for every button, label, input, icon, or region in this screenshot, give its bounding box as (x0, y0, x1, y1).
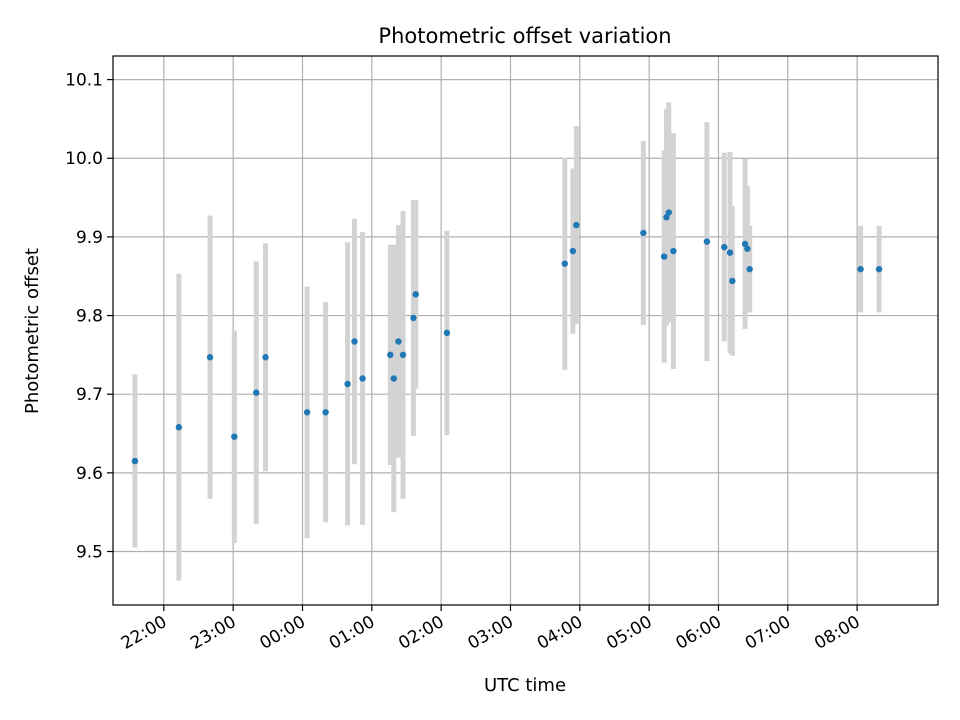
data-point (206, 354, 214, 361)
y-tick-label: 9.5 (76, 543, 103, 563)
y-tick-label: 9.8 (76, 307, 103, 327)
data-point (703, 238, 711, 245)
y-tick-label: 9.9 (76, 228, 103, 248)
x-axis: 22:00 23:00 00:00 01:00 02:00 03:00 04:00 05:00… (118, 605, 864, 654)
x-tick-label: 04:00 (534, 612, 586, 654)
x-tick-label: 01:00 (326, 612, 378, 654)
data-point (131, 457, 139, 465)
data-point (729, 277, 736, 285)
y-tick-label: 10.0 (65, 149, 103, 169)
data-point (443, 329, 451, 337)
y-axis-label: Photometric offset (22, 248, 43, 414)
x-axis-label: UTC time (484, 675, 566, 696)
x-tick-label: 22:00 (118, 612, 170, 654)
x-tick-label: 08:00 (811, 612, 863, 654)
data-point (387, 351, 394, 359)
y-tick-label: 9.7 (76, 385, 103, 405)
x-tick-label: 00:00 (257, 612, 309, 654)
x-tick-label: 05:00 (603, 612, 655, 654)
data-point (253, 389, 260, 396)
data-point (875, 265, 883, 273)
plot-frame (112, 55, 939, 606)
data-point (412, 291, 419, 298)
y-axis: 9.5 9.6 9.7 9.8 9.9 10.0 10.1 (65, 71, 113, 563)
data-point (857, 265, 864, 273)
x-tick-label: 03:00 (465, 612, 517, 654)
x-tick-label: 06:00 (673, 612, 725, 654)
data-point (303, 409, 311, 416)
y-tick-label: 10.1 (65, 71, 103, 91)
data-point (410, 314, 417, 322)
x-tick-label: 02:00 (395, 612, 447, 654)
data-point (573, 221, 580, 229)
data-point (670, 247, 677, 255)
x-tick-label: 23:00 (187, 612, 239, 654)
data-point (744, 245, 751, 252)
grid (113, 56, 938, 605)
data-point (726, 249, 734, 256)
data-point (746, 265, 753, 273)
data-point (344, 380, 351, 388)
data-point (359, 375, 366, 382)
data-point (322, 409, 329, 416)
data-point (561, 260, 568, 267)
data-point (569, 247, 577, 255)
data-point (395, 338, 402, 345)
data-point (231, 433, 238, 440)
data-point (262, 354, 269, 361)
data-point (399, 351, 407, 359)
data-point (390, 375, 397, 382)
data-point (721, 243, 728, 251)
chart-title: Photometric offset variation (378, 24, 671, 48)
data-point (660, 253, 668, 260)
error-bars (132, 102, 882, 581)
data-point (175, 424, 183, 431)
data-point (351, 338, 358, 345)
data-point (640, 229, 647, 237)
y-tick-label: 9.6 (76, 464, 103, 484)
x-tick-label: 07:00 (742, 612, 794, 654)
data-point (665, 209, 672, 216)
data-points (131, 209, 883, 465)
